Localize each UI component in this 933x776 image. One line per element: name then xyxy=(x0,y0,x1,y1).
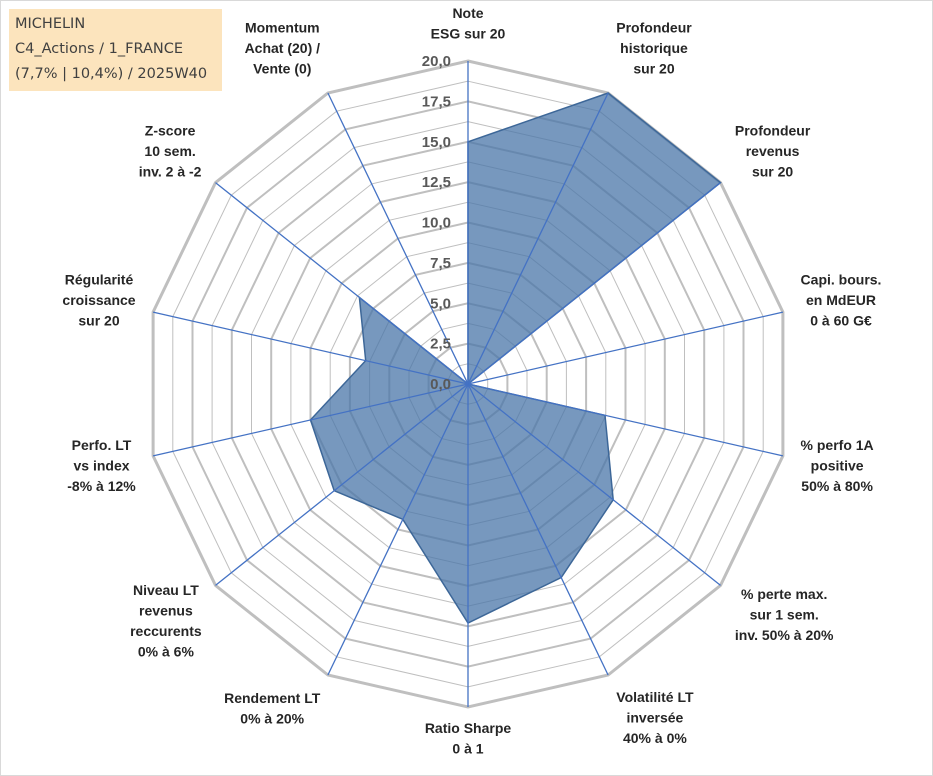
axis-label: Perfo. LT vs index -8% à 12% xyxy=(67,437,136,494)
axis-label: Rendement LT 0% à 20% xyxy=(224,690,321,727)
spoke-line xyxy=(215,383,469,586)
tick-label: 7,5 xyxy=(430,255,451,272)
spoke-line xyxy=(152,311,469,385)
axis-label: Volatilité LT inversée 40% à 0% xyxy=(616,689,694,746)
axis-label: Ratio Sharpe 0 à 1 xyxy=(425,720,512,757)
spoke-line xyxy=(467,383,609,676)
spoke-line xyxy=(327,383,469,676)
spoke-line xyxy=(467,92,609,385)
tick-label: 17,5 xyxy=(422,93,451,110)
tick-label: 10,0 xyxy=(422,215,451,232)
spoke-line xyxy=(215,182,469,385)
spoke-line xyxy=(467,182,721,385)
tick-label: 20,0 xyxy=(422,53,451,70)
axis-label: % perfo 1A positive 50% à 80% xyxy=(801,437,874,494)
tick-label: 12,5 xyxy=(422,174,451,191)
axis-label: Profondeur historique sur 20 xyxy=(616,19,692,76)
axis-label: Z-score 10 sem. inv. 2 à -2 xyxy=(139,123,202,180)
axis-label: Momentum Achat (20) / Vente (0) xyxy=(245,19,321,76)
spoke-line xyxy=(467,383,784,457)
axis-label: Capi. bours. en MdEUR 0 à 60 G€ xyxy=(801,272,882,329)
axis-label: Note ESG sur 20 xyxy=(431,5,506,42)
series-area xyxy=(309,92,722,624)
spoke-line xyxy=(152,383,469,457)
spoke-line xyxy=(467,311,784,385)
spoke-line xyxy=(467,383,721,586)
axis-label: Profondeur revenus sur 20 xyxy=(735,123,811,180)
axis-label: Régularité croissance sur 20 xyxy=(62,272,135,329)
title-line-1: MICHELIN xyxy=(15,16,86,32)
axis-label: Niveau LT revenus reccurents 0% à 6% xyxy=(130,582,202,660)
tick-label: 5,0 xyxy=(430,295,451,312)
tick-label: 15,0 xyxy=(422,134,451,151)
title-line-2: C4_Actions / 1_FRANCE xyxy=(15,41,184,57)
data-layer xyxy=(309,92,722,624)
label-layer: Note ESG sur 20 Profondeur historique sur 20… xyxy=(62,5,881,757)
axis-label: % perte max. sur 1 sem. inv. 50% à 20% xyxy=(735,586,834,643)
tick-label: 2,5 xyxy=(430,336,451,353)
spoke-line xyxy=(327,92,469,385)
tick-label: 0,0 xyxy=(430,376,451,393)
title-line-3: (7,7% | 10,4%) / 2025W40 xyxy=(15,66,208,82)
spoke-layer xyxy=(152,61,784,707)
tick-layer: 0,0 2,5 5,0 7,5 10,0 12,5 15,0 17,5 20,0 xyxy=(422,53,451,393)
title-box: MICHELIN C4_Actions / 1_FRANCE (7,7% | 1… xyxy=(9,9,222,91)
